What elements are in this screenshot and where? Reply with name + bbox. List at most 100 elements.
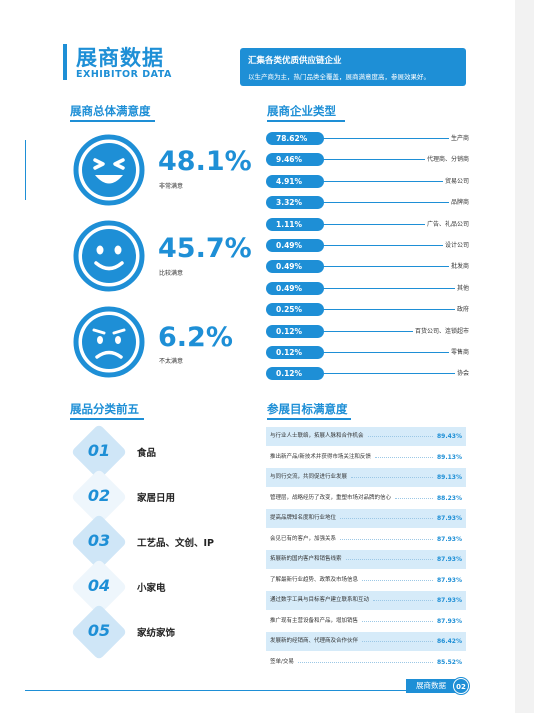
enterprise-type-row: 78.62% 生产商 (266, 132, 469, 145)
summary-line-1: 汇集各类优质供应链企业 (248, 56, 342, 66)
enterprise-type-name: 生产商 (448, 132, 469, 145)
goal-text: 推出新产品/新技术并获得市场关注和反馈 (270, 453, 371, 460)
rank-number: 04 (87, 576, 111, 595)
goal-value: 89.13% (437, 453, 462, 461)
goal-text: 推广现有主营设备和产品，增加销售 (270, 617, 359, 624)
enterprise-type-pct: 78.62% (266, 132, 324, 145)
goals-heading: 参展目标满意度 (267, 402, 348, 416)
enterprise-type-name: 设计公司 (442, 239, 469, 252)
goal-row: 提高品牌知名度和行业地位 87.93% (266, 509, 466, 528)
enterprise-type-name: 贸易公司 (442, 174, 469, 188)
rank-number: 03 (87, 531, 111, 550)
goal-row: 发展新的经销商、代理商及合作伙伴 86.42% (266, 632, 466, 651)
enterprise-type-leader-line (322, 202, 462, 204)
goal-value: 87.93% (437, 617, 462, 625)
goal-leader-dots (368, 436, 433, 437)
rank-number: 02 (87, 486, 111, 505)
enterprise-type-leader-line (322, 266, 462, 268)
enterprise-type-row: 0.49% 设计公司 (266, 239, 469, 252)
unsatisfied-pct: 6.2% (158, 322, 233, 353)
header-accent-bar (63, 44, 67, 80)
page-number: 02 (453, 678, 469, 694)
enterprise-type-name: 零售商 (448, 346, 469, 359)
enterprise-type-pct: 0.49% (266, 281, 324, 295)
goal-row: 与行业人士联络，拓展人脉和合作机会 89.43% (266, 427, 466, 446)
enterprise-type-row: 3.32% 品牌商 (266, 196, 469, 210)
goal-text: 与同行交流，共同促进行业发展 (270, 474, 348, 480)
unsatisfied-face-icon (73, 306, 145, 378)
footer-line (25, 690, 429, 691)
goal-row: 推广现有主营设备和产品，增加销售 87.93% (266, 612, 466, 631)
enterprise-type-name: 代理商、分销商 (424, 153, 469, 167)
goal-text: 会见已有的客户，加强关系 (270, 535, 337, 542)
enterprise-type-pct: 1.11% (266, 217, 324, 231)
goal-value: 89.13% (437, 474, 462, 481)
goal-value: 85.52% (437, 658, 462, 666)
goals-heading-underline (267, 418, 351, 420)
enterprise-type-name: 批发商 (448, 260, 469, 274)
goal-text: 签单/交易 (270, 658, 294, 665)
goal-text: 通过数字工具与目标客户建立联系和互动 (270, 597, 370, 603)
page-gutter (515, 0, 534, 713)
enterprise-type-pct: 0.12% (266, 346, 324, 359)
very-satisfied-face-icon (73, 134, 145, 206)
enterprise-type-leader-line (322, 159, 462, 161)
goal-text: 了解最新行业趋势、政策及市场信息 (270, 576, 359, 583)
goal-leader-dots (298, 661, 433, 663)
enterprise-type-row: 0.12% 百货公司、连锁超市 (266, 324, 469, 338)
goal-value: 88.23% (437, 494, 462, 502)
goal-leader-dots (362, 579, 433, 581)
enterprise-type-pct: 0.25% (266, 303, 324, 317)
enterprise-type-pct: 0.49% (266, 260, 324, 274)
goal-text: 提高品牌知名度和行业地位 (270, 515, 337, 521)
enterprise-type-pct: 9.46% (266, 153, 324, 167)
enterprise-type-name: 其他 (454, 281, 469, 295)
enterprise-type-leader-line (322, 223, 462, 225)
goal-value: 87.93% (437, 576, 462, 584)
satisfied-face-icon (73, 220, 145, 292)
goal-leader-dots (351, 477, 433, 478)
goal-text: 管理层，战略经历了改变，重塑市场对品牌的信心 (270, 494, 392, 501)
goal-leader-dots (340, 518, 433, 519)
goal-leader-dots (346, 559, 433, 560)
goal-leader-dots (375, 456, 433, 458)
rank-number: 01 (87, 441, 111, 460)
enterprise-types-heading: 展商企业类型 (267, 104, 336, 118)
enterprise-type-row: 0.49% 批发商 (266, 260, 469, 274)
enterprise-type-leader-line (322, 245, 462, 246)
top5-heading: 展品分类前五 (70, 402, 139, 416)
enterprise-type-name: 广告、礼品公司 (424, 217, 469, 231)
goal-row: 拓展新的国内客户和销售线索 87.93% (266, 550, 466, 569)
enterprise-type-name: 品牌商 (448, 196, 469, 210)
goal-leader-dots (373, 600, 433, 601)
category-label: 家居日用 (137, 493, 176, 504)
enterprise-type-pct: 0.12% (266, 324, 324, 338)
goal-row: 签单/交易 85.52% (266, 653, 466, 672)
enterprise-type-leader-line (322, 180, 462, 182)
enterprise-type-name: 协会 (454, 367, 469, 381)
goal-row: 推出新产品/新技术并获得市场关注和反馈 89.13% (266, 448, 466, 467)
enterprise-type-pct: 0.49% (266, 239, 324, 252)
goal-row: 管理层，战略经历了改变，重塑市场对品牌的信心 88.23% (266, 489, 466, 508)
goal-value: 89.43% (437, 433, 462, 440)
summary-line-2: 以生产商为主，热门品类全覆盖，展商满意度高，参展效果好。 (248, 73, 430, 81)
goal-row: 与同行交流，共同促进行业发展 89.13% (266, 468, 466, 487)
goal-row: 了解最新行业趋势、政策及市场信息 87.93% (266, 571, 466, 590)
goal-value: 87.93% (437, 597, 462, 604)
enterprise-type-row: 0.12% 协会 (266, 367, 469, 381)
satisfied-label: 比较满意 (159, 270, 184, 277)
top5-heading-underline (70, 418, 144, 420)
enterprise-type-pct: 4.91% (266, 174, 324, 188)
footer-section-tag: 展商数据 (406, 679, 456, 693)
goal-value: 87.93% (437, 515, 462, 522)
category-label: 食品 (137, 448, 157, 459)
enterprise-type-leader-line (322, 138, 462, 139)
enterprise-type-leader-line (322, 352, 462, 353)
side-divider (25, 140, 26, 200)
page-subtitle: EXHIBITOR DATA (76, 69, 172, 80)
enterprise-type-leader-line (322, 330, 462, 332)
goal-leader-dots (395, 497, 433, 499)
category-label: 家纺家饰 (137, 628, 176, 639)
page: 展商数据 EXHIBITOR DATA 汇集各类优质供应链企业 以生产商为主，热… (0, 0, 515, 713)
enterprise-type-name: 政府 (454, 303, 469, 317)
